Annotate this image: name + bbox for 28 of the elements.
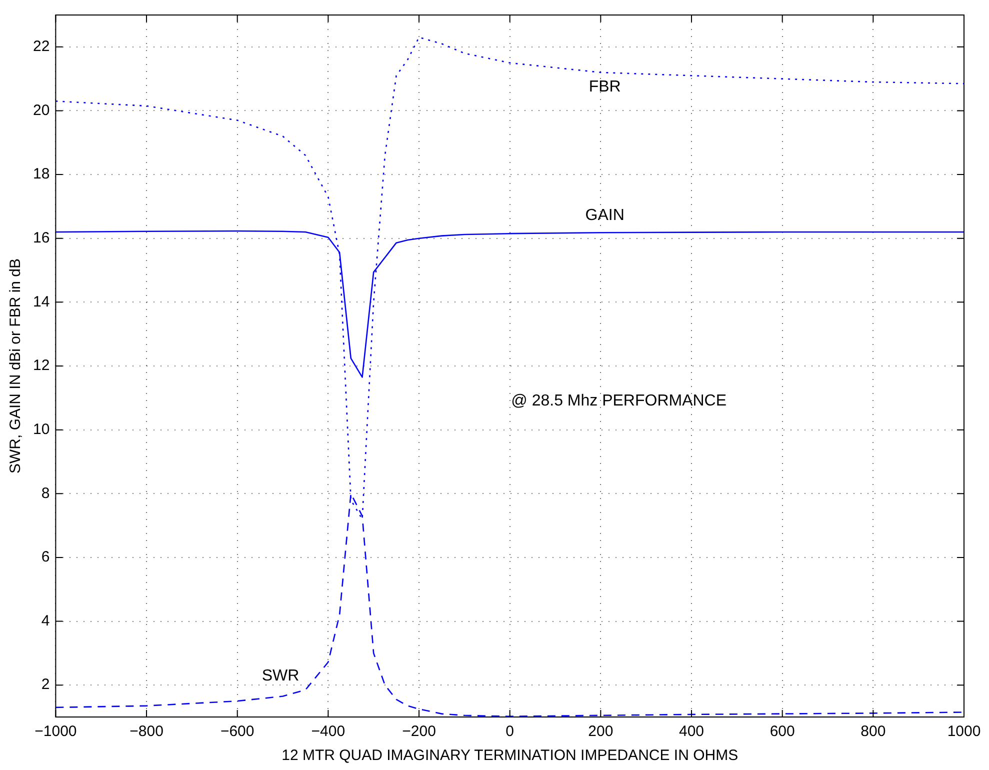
x-tick-label: −1000 [34,723,77,740]
y-tick-label: 8 [41,484,50,502]
y-tick-label: 4 [41,612,50,630]
y-tick-label: 2 [41,676,50,694]
annotation: @ 28.5 Mhz PERFORMANCE [511,392,727,410]
y-tick-label: 12 [32,357,50,374]
x-tick-label: 200 [588,723,614,740]
x-tick-label: −400 [311,723,346,740]
y-tick-label: 6 [41,548,50,566]
y-tick-label: 22 [32,38,50,56]
x-axis-title: 12 MTR QUAD IMAGINARY TERMINATION IMPEDANCE IN OHMS [282,747,738,764]
y-tick-label: 14 [32,293,50,310]
x-tick-label: 1000 [947,723,981,740]
y-tick-label: 16 [32,230,50,247]
x-tick-label: −200 [402,723,436,740]
y-tick-label: 18 [32,166,50,183]
x-tick-label: 0 [506,723,514,740]
series-label: SWR [262,667,300,684]
series-label: FBR [588,78,621,96]
x-tick-label: 600 [770,723,795,740]
x-tick-label: −800 [130,723,164,740]
y-tick-label: 20 [32,102,50,119]
x-tick-label: 400 [678,723,704,740]
x-tick-label: 800 [860,723,886,740]
y-axis-title: SWR, GAIN IN dBi or FBR in dB [7,258,24,474]
y-tick-label: 10 [32,420,50,438]
series-label: GAIN [585,206,624,224]
x-tick-label: −600 [220,723,254,740]
